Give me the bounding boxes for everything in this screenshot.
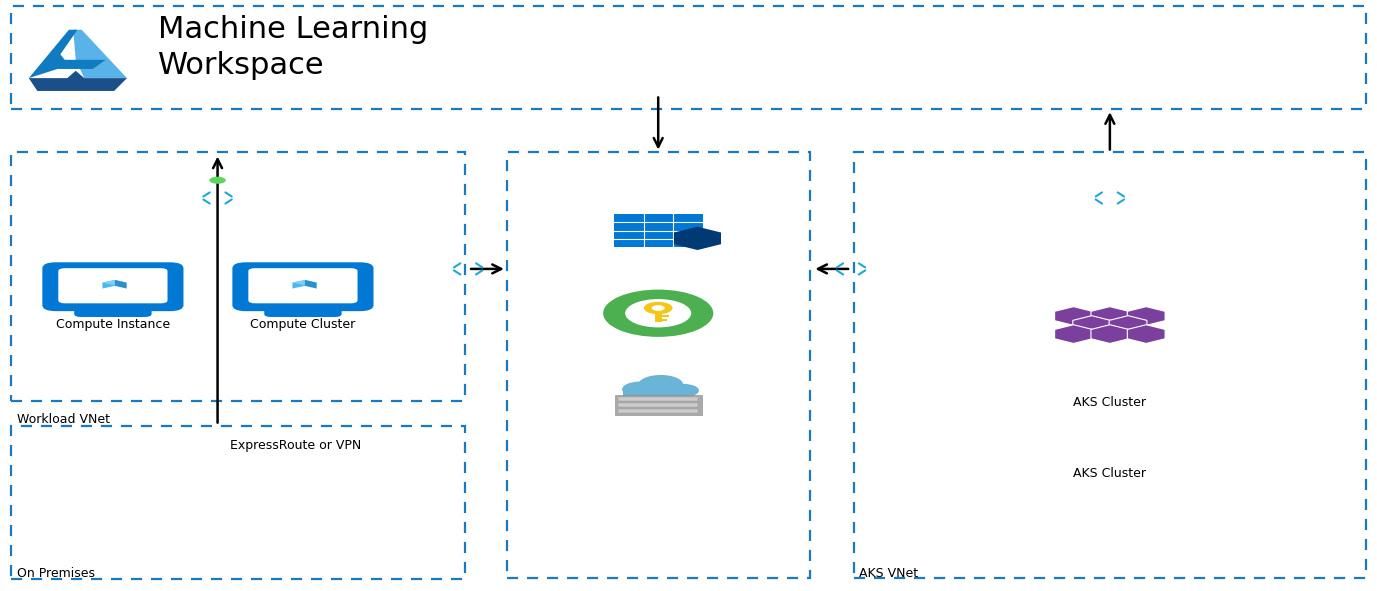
Circle shape — [668, 384, 700, 397]
Polygon shape — [1055, 324, 1092, 343]
FancyBboxPatch shape — [233, 262, 373, 311]
Circle shape — [622, 382, 658, 397]
Text: AKS Cluster: AKS Cluster — [1073, 467, 1147, 480]
FancyBboxPatch shape — [74, 309, 151, 317]
Bar — [655, 308, 661, 322]
Text: On Premises: On Premises — [17, 567, 95, 580]
Bar — [614, 214, 702, 248]
FancyBboxPatch shape — [264, 309, 341, 317]
Text: ExpressRoute or VPN: ExpressRoute or VPN — [230, 439, 361, 452]
Text: Compute Instance: Compute Instance — [56, 318, 169, 331]
Bar — [618, 397, 698, 401]
Polygon shape — [1108, 316, 1147, 335]
Bar — [11, 6, 1366, 109]
Bar — [295, 305, 311, 312]
Text: Compute Cluster: Compute Cluster — [251, 318, 355, 331]
Polygon shape — [102, 280, 127, 285]
Polygon shape — [1091, 307, 1129, 326]
Polygon shape — [1128, 307, 1165, 326]
Circle shape — [209, 177, 226, 184]
Polygon shape — [29, 30, 77, 78]
Polygon shape — [29, 71, 127, 91]
Text: Machine Learning
Workspace: Machine Learning Workspace — [158, 15, 428, 80]
FancyBboxPatch shape — [58, 268, 168, 303]
Polygon shape — [1073, 316, 1111, 335]
Circle shape — [644, 302, 672, 314]
Circle shape — [651, 305, 665, 311]
Text: AKS VNet: AKS VNet — [859, 567, 918, 580]
Bar — [616, 395, 701, 414]
Bar — [11, 426, 465, 579]
Bar — [11, 152, 465, 401]
Polygon shape — [292, 280, 304, 288]
Bar — [661, 316, 669, 317]
Text: Workload VNet: Workload VNet — [17, 413, 110, 426]
Polygon shape — [1091, 324, 1129, 343]
Bar — [854, 152, 1366, 578]
Bar — [105, 305, 121, 312]
Circle shape — [603, 290, 713, 337]
Polygon shape — [673, 227, 722, 250]
FancyBboxPatch shape — [43, 262, 183, 311]
Polygon shape — [73, 30, 127, 78]
Text: AKS Cluster: AKS Cluster — [1073, 396, 1147, 409]
Bar — [507, 152, 810, 578]
Bar — [618, 403, 698, 407]
Polygon shape — [1055, 307, 1092, 326]
Polygon shape — [292, 280, 317, 285]
Polygon shape — [102, 280, 114, 288]
Polygon shape — [114, 280, 127, 288]
Polygon shape — [45, 60, 106, 69]
Bar — [661, 319, 666, 322]
Polygon shape — [304, 280, 317, 288]
Bar — [622, 389, 694, 396]
Polygon shape — [1128, 324, 1165, 343]
Circle shape — [639, 375, 683, 394]
FancyBboxPatch shape — [248, 268, 358, 303]
Bar — [618, 409, 698, 413]
Circle shape — [625, 299, 691, 327]
